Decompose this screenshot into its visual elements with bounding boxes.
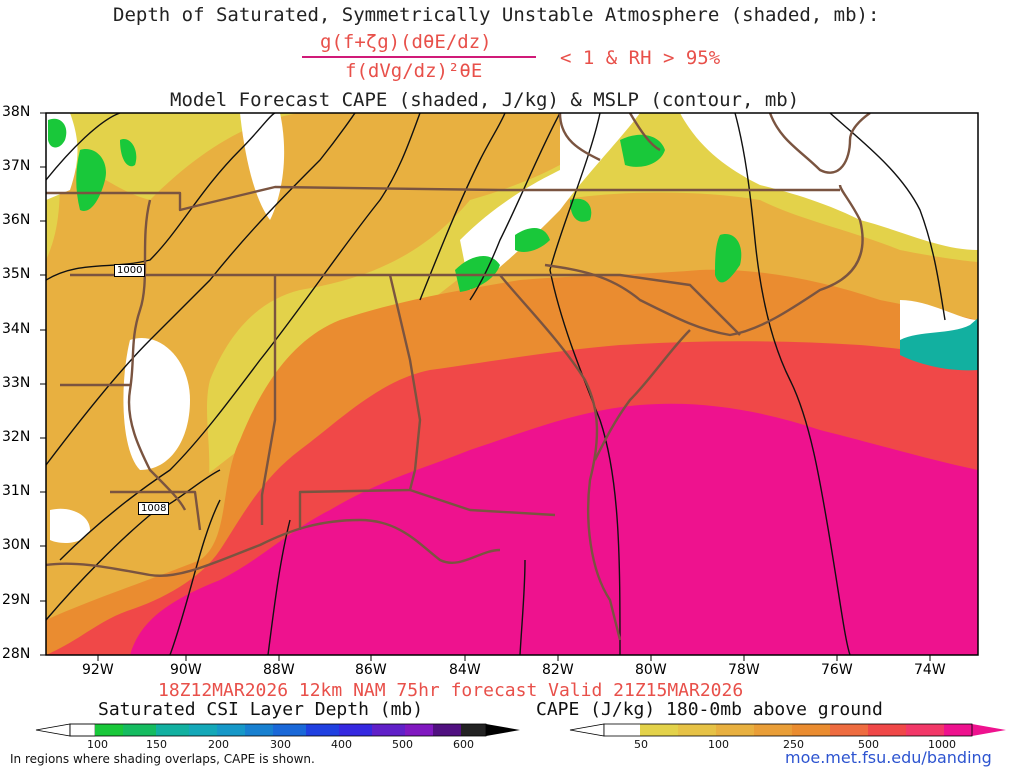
white-patch-mississippi [123, 338, 190, 470]
lat-label: 38N [2, 104, 31, 120]
csi-tick: 500 [392, 738, 413, 751]
formula-condition: < 1 & RH > 95% [560, 47, 721, 69]
white-patch-louisiana [50, 508, 90, 543]
csi-colorbar-title: Saturated CSI Layer Depth (mb) [98, 699, 424, 720]
overlap-note: In regions where shading overlaps, CAPE … [10, 752, 315, 766]
lon-label: 92W [82, 662, 114, 678]
white-patch-center-north [240, 113, 285, 220]
credit-link[interactable]: moe.met.fsu.edu/banding [785, 748, 992, 767]
lon-label: 76W [821, 662, 853, 678]
lon-label: 88W [263, 662, 295, 678]
csi-patch-appalachians [455, 134, 665, 292]
cape-colorbar [569, 723, 1006, 737]
lon-label: 84W [449, 662, 481, 678]
cape-magenta-region [130, 403, 978, 655]
formula-numerator: g(f+ζg)(dθE/dz) [320, 31, 492, 53]
lon-label: 90W [170, 662, 202, 678]
cape-tick: 50 [634, 738, 648, 751]
lon-label: 74W [914, 662, 946, 678]
csi-patch-blue-ridge [715, 234, 742, 283]
lon-label: 78W [728, 662, 760, 678]
csi-tick: 600 [453, 738, 474, 751]
lat-label: 31N [2, 483, 31, 499]
csi-tick: 400 [331, 738, 352, 751]
cape-colorbar-title: CAPE (J/kg) 180-0mb above ground [536, 699, 883, 720]
cape-tick: 500 [858, 738, 879, 751]
axis-ticks [40, 112, 931, 661]
title-line-3: Model Forecast CAPE (shaded, J/kg) & MSL… [170, 89, 800, 111]
lat-label: 36N [2, 212, 31, 228]
csi-tick: 300 [270, 738, 291, 751]
formula-denominator: f(dVg/dz)²θE [345, 60, 483, 82]
lon-label: 86W [355, 662, 387, 678]
csi-patch-northwest [48, 118, 137, 211]
lat-label: 35N [2, 266, 31, 282]
lat-label: 37N [2, 158, 31, 174]
lon-label: 82W [542, 662, 574, 678]
lat-label: 28N [2, 646, 31, 662]
lat-label: 33N [2, 375, 31, 391]
mslp-label-1008: 1008 [138, 502, 170, 515]
run-info: 18Z12MAR2026 12km NAM 75hr forecast Vali… [158, 680, 744, 701]
lat-label: 29N [2, 592, 31, 608]
title-line-1: Depth of Saturated, Symmetrically Unstab… [113, 4, 880, 26]
csi-tick: 200 [208, 738, 229, 751]
csi-tick: 150 [146, 738, 167, 751]
csi-patch-offshore-teal [900, 318, 978, 371]
lat-label: 30N [2, 537, 31, 553]
colorbars [35, 723, 1006, 737]
lat-label: 34N [2, 321, 31, 337]
csi-tick: 100 [87, 738, 108, 751]
state-boundaries [46, 113, 871, 641]
white-patch-virginia [680, 113, 978, 250]
csi-colorbar [35, 723, 520, 737]
cape-tick: 250 [783, 738, 804, 751]
cape-tick: 1000 [928, 738, 956, 751]
mslp-label-1000: 1000 [114, 264, 146, 277]
lat-label: 32N [2, 429, 31, 445]
lon-label: 80W [635, 662, 667, 678]
cape-tick: 100 [708, 738, 729, 751]
formula-fraction-bar [302, 56, 536, 58]
